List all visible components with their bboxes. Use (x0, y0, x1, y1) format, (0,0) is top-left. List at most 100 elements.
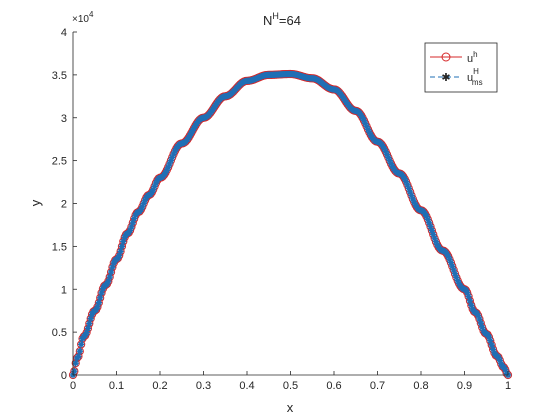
legend-marker-uh (441, 52, 451, 62)
series-ums-marker (406, 188, 414, 196)
x-tick-label: 0.4 (239, 380, 254, 392)
legend-label-uh: uh (467, 50, 478, 65)
series-ums-marker (387, 160, 395, 167)
series-ums-marker (502, 366, 509, 373)
series-ums-marker (92, 306, 100, 313)
series-ums-marker (424, 216, 431, 223)
series-ums-marker (363, 123, 370, 130)
chart-title-rest: =64 (279, 13, 301, 28)
series-ums-marker (169, 154, 176, 161)
series-ums-marker (114, 255, 122, 262)
x-tick-label: 0.7 (370, 380, 385, 392)
x-tick-label: 0.9 (457, 380, 472, 392)
legend-label-ums: uH ms (467, 67, 483, 87)
series-ums-marker (120, 238, 127, 245)
series-ums-marker (430, 231, 437, 238)
series-ums-marker (130, 215, 138, 222)
y-exponent-prefix: ×10 (72, 14, 89, 25)
series-ums-marker (444, 253, 452, 260)
series-ums-marker (446, 256, 453, 263)
plot-area (68, 69, 513, 380)
series-ums-marker (485, 333, 493, 341)
series-ums-marker (128, 223, 135, 231)
legend-label-ums-sub: ms (472, 78, 483, 87)
series-ums-marker (381, 145, 388, 153)
series-ums-marker (86, 320, 93, 327)
series-ums-marker (72, 359, 79, 367)
series-ums-marker (76, 348, 83, 355)
series-ums-marker (98, 289, 105, 297)
series-ums-marker (84, 325, 92, 332)
series-ums-marker (469, 305, 476, 313)
series-ums-marker (423, 213, 430, 220)
series-ums-marker (166, 160, 173, 168)
series-ums-marker (434, 241, 441, 248)
legend-label-uh-base: u (467, 53, 473, 65)
chart-title-base: N (263, 13, 272, 28)
y-tick-label: 0 (61, 370, 67, 382)
series-ums-marker (408, 192, 415, 199)
legend-label-uh-sup: h (473, 50, 477, 59)
series-ums-marker (474, 312, 482, 319)
series-ums-marker (150, 186, 157, 193)
series-ums-marker (496, 357, 504, 364)
series-ums-marker (383, 151, 391, 158)
series-ums-marker (478, 324, 486, 331)
series-ums-marker (167, 157, 175, 164)
series-ums-marker (401, 175, 408, 183)
series-ums-marker (88, 311, 96, 318)
series-ums-marker (83, 329, 90, 336)
x-tick-label: 0.1 (109, 380, 124, 392)
series-ums-marker (186, 132, 194, 139)
series-ums (69, 70, 512, 379)
series-ums-marker (87, 315, 94, 322)
series-ums-marker (428, 227, 436, 234)
series-ums-marker (447, 259, 455, 266)
series-ums-marker (449, 262, 456, 270)
series-ums-marker (411, 198, 418, 206)
series-ums-marker (450, 266, 457, 274)
series-ums-marker (498, 360, 505, 368)
series-ums-marker (105, 277, 112, 285)
x-tick-label: 0.2 (152, 380, 167, 392)
series-ums-marker (75, 353, 82, 360)
series-ums-marker (129, 219, 137, 226)
series-ums-marker (425, 219, 433, 226)
y-exponent-label: ×104 (72, 10, 94, 25)
series-ums-marker (421, 210, 429, 217)
series-ums-marker (107, 268, 115, 276)
series-ums-marker (404, 181, 411, 189)
series-ums-marker (385, 154, 392, 161)
series-ums-marker (99, 285, 107, 292)
series-ums-marker (170, 150, 177, 158)
series-ums-marker (488, 341, 495, 349)
series-ums-marker (137, 206, 145, 213)
series-ums-marker (190, 124, 198, 132)
series-ums-marker (126, 227, 134, 234)
series-ums-marker (451, 270, 459, 277)
series-ums-marker (455, 280, 463, 287)
series-ums-marker (427, 223, 434, 230)
x-tick-label: 0.6 (326, 380, 341, 392)
x-tick-label: 1 (505, 380, 511, 392)
series-ums-marker (379, 143, 387, 150)
y-tick-label: 1 (61, 284, 67, 296)
series-ums-marker (140, 200, 147, 207)
x-axis-label: x (287, 400, 294, 415)
series-ums-marker (162, 169, 169, 176)
series-ums-marker (466, 297, 474, 305)
series-ums-marker (389, 163, 396, 170)
series-ums-marker (82, 332, 89, 339)
x-tick-label: 0.8 (413, 380, 428, 392)
series-ums-marker (468, 302, 475, 309)
series-ums-marker (489, 346, 497, 353)
y-tick-label: 2 (61, 199, 67, 211)
series-ums-marker (402, 178, 410, 185)
series-ums-marker (491, 349, 498, 357)
series-ums-marker (431, 235, 438, 242)
series-ums-marker (188, 129, 195, 137)
series-ums-marker (465, 293, 472, 300)
series-ums-marker (109, 263, 116, 271)
y-tick-label: 1.5 (52, 241, 67, 253)
